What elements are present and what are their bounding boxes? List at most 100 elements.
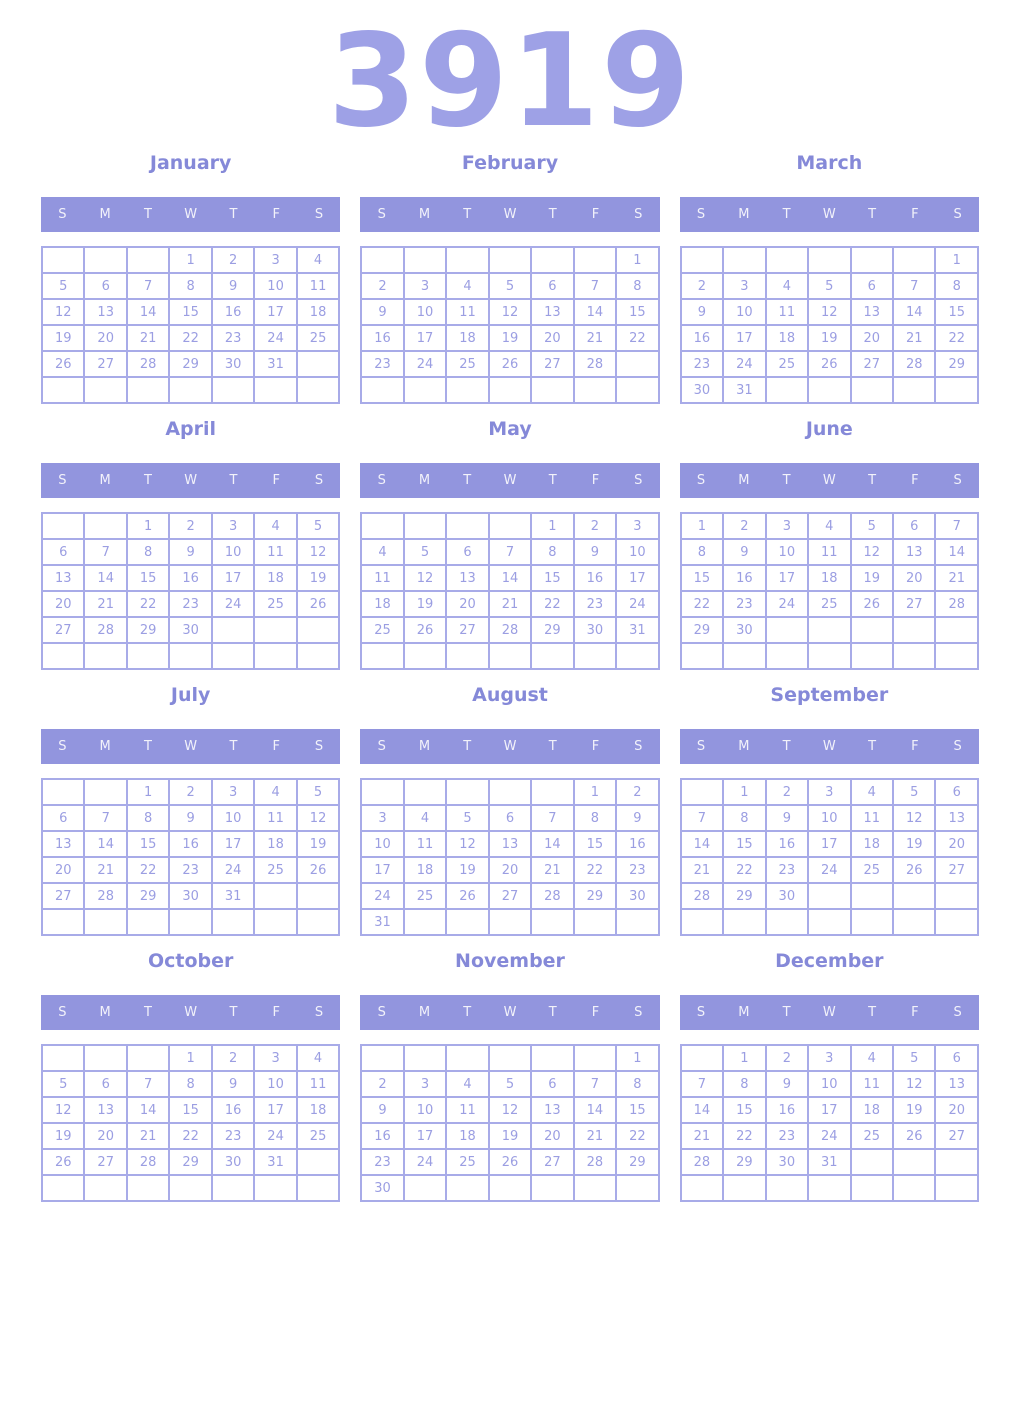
week-row: 1 [360, 246, 660, 274]
day-cell: 14 [83, 564, 128, 592]
month-days-body: 1 2 3 4 5 6 7 8 9 10 11 12 13 14 15 16 17 18 19 20 21 22 23 24 2… [360, 778, 660, 936]
empty-day-cell [83, 512, 128, 540]
day-cell: 7 [125, 272, 171, 300]
empty-day-cell [615, 350, 660, 378]
day-cell: 6 [83, 1070, 128, 1098]
week-row [679, 1174, 979, 1202]
weekday-header-cell: F [591, 473, 600, 488]
day-cell: 9 [360, 1096, 405, 1124]
empty-day-cell [253, 882, 298, 910]
day-cell: 10 [807, 804, 852, 832]
month-days-body: 1 2 3 4 5 6 7 8 9 10 11 12 13 14 15 16 17 18 19 20 21 22 23 24 2… [679, 246, 979, 404]
day-cell: 6 [934, 1044, 979, 1072]
day-cell: 5 [487, 1070, 533, 1098]
week-row: 28 29 30 [679, 882, 979, 910]
month-title: June [805, 418, 853, 440]
weekday-header-cell: M [418, 739, 431, 754]
week-row: 26 27 28 29 30 31 [40, 350, 341, 378]
day-cell: 22 [168, 324, 213, 352]
weekday-header-cell: F [272, 207, 280, 222]
day-cell: 8 [722, 804, 767, 832]
week-row: 24 25 26 27 28 29 30 [360, 882, 660, 910]
day-cell: 26 [402, 616, 448, 644]
day-cell: 5 [295, 778, 341, 806]
day-cell: 11 [253, 804, 298, 832]
weekday-header-cell: M [418, 1005, 431, 1020]
weekday-header-cell: S [696, 473, 706, 488]
day-cell: 25 [445, 350, 490, 378]
day-cell: 12 [40, 298, 86, 326]
weekday-header-cell: T [782, 473, 791, 488]
day-cell: 12 [849, 538, 895, 566]
week-row: 29 30 [679, 616, 979, 644]
empty-day-cell [253, 616, 298, 644]
day-cell: 31 [615, 616, 660, 644]
day-cell: 2 [764, 1044, 810, 1072]
month-days-body: 1 2 3 4 5 6 7 8 9 10 11 12 13 14 15 16 17 18 19 20 21 22 23 24 2… [40, 246, 341, 404]
empty-day-cell [402, 376, 448, 404]
empty-day-cell [530, 908, 575, 936]
week-row: 16 17 18 19 20 21 22 [360, 1122, 660, 1150]
empty-day-cell [445, 908, 490, 936]
month-days-table: 1 2 3 4 5 6 7 8 9 10 11 12 13 14 15 16 17 18 19 20 21 22 23 24 2… [679, 512, 979, 670]
day-cell: 22 [679, 590, 725, 618]
week-row [679, 908, 979, 936]
empty-day-cell [40, 246, 86, 274]
day-cell: 12 [295, 538, 341, 566]
day-cell: 7 [679, 804, 725, 832]
day-cell: 30 [764, 882, 810, 910]
day-cell: 15 [722, 830, 767, 858]
weekday-header-cell: M [99, 739, 111, 754]
empty-day-cell [572, 642, 618, 670]
day-cell: 6 [445, 538, 490, 566]
day-cell: 27 [40, 616, 86, 644]
day-cell: 8 [934, 272, 979, 300]
day-cell: 5 [807, 272, 852, 300]
month-days-table: 1 2 3 4 5 6 7 8 9 10 11 12 13 14 15 16 17 18 19 20 21 22 23 24 2… [40, 512, 341, 670]
day-cell: 27 [849, 350, 895, 378]
weekday-header-cell: F [272, 1005, 280, 1020]
weekday-header-cell: S [314, 739, 324, 754]
day-cell: 23 [210, 324, 256, 352]
empty-day-cell [530, 642, 575, 670]
day-cell: 13 [530, 298, 575, 326]
empty-day-cell [530, 376, 575, 404]
day-cell: 8 [615, 1070, 660, 1098]
day-cell: 26 [487, 1148, 533, 1176]
day-cell: 22 [722, 1122, 767, 1150]
weekday-header-cell: T [463, 473, 472, 488]
month-days-body: 1 2 3 4 5 6 7 8 9 10 11 12 13 14 15 16 17 18 19 20 21 22 23 24 2… [679, 512, 979, 670]
empty-day-cell [530, 1174, 575, 1202]
day-cell: 3 [402, 1070, 448, 1098]
weekday-header-cell: W [503, 739, 517, 754]
day-cell: 20 [40, 590, 86, 618]
day-cell: 22 [125, 856, 171, 884]
day-cell: 19 [849, 564, 895, 592]
day-cell: 26 [807, 350, 852, 378]
weekday-header-cell: W [184, 1005, 198, 1020]
day-cell: 14 [934, 538, 979, 566]
weekday-header-cell: W [184, 473, 198, 488]
month-title: October [147, 950, 234, 972]
day-cell: 31 [807, 1148, 852, 1176]
month-days-body: 1 2 3 4 5 6 7 8 9 10 11 12 13 14 15 16 17 18 19 20 21 22 23 24 2… [40, 1044, 341, 1202]
day-cell: 5 [40, 272, 86, 300]
day-cell: 15 [168, 298, 213, 326]
day-cell: 7 [83, 538, 128, 566]
day-cell: 14 [572, 298, 618, 326]
day-cell: 17 [210, 830, 256, 858]
day-cell: 17 [764, 564, 810, 592]
day-cell: 4 [807, 512, 852, 540]
empty-day-cell [168, 908, 213, 936]
day-cell: 17 [807, 1096, 852, 1124]
empty-day-cell [125, 1044, 171, 1072]
week-row [679, 642, 979, 670]
empty-day-cell [934, 908, 979, 936]
month-title: December [775, 950, 884, 972]
